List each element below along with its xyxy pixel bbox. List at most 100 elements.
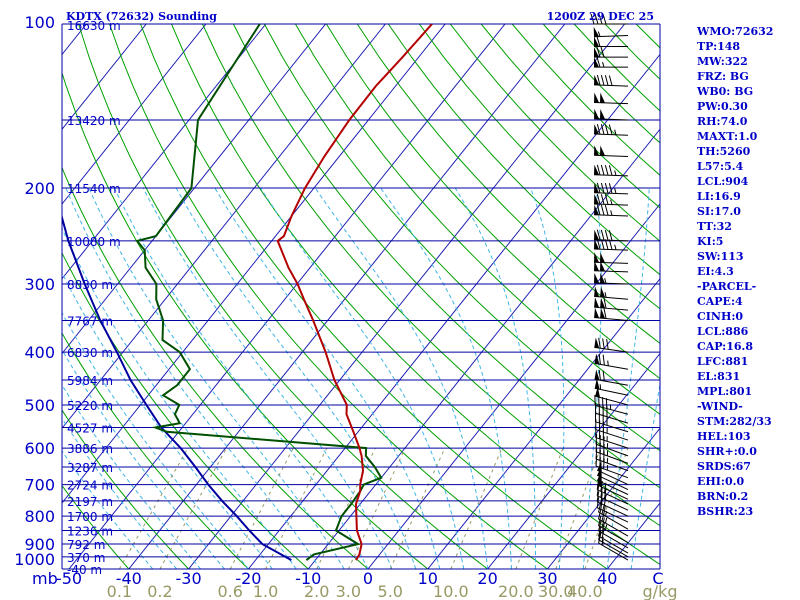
wind-barb-halfflag [604,292,607,298]
wind-barb-flag [596,46,601,58]
index-item: LCL:886 [697,325,749,338]
wind-barb-flag [603,488,607,500]
moist-adiabat-line [260,187,465,569]
index-item: HEL:103 [697,430,751,443]
wind-barb-staff [596,474,629,491]
mixing-ratio-line [450,447,503,569]
wind-barb-flag [600,124,605,135]
wind-barb [596,491,629,517]
wind-barb-flag [608,183,613,194]
moist-adiabat-line [62,450,154,569]
height-label: -40 m [67,563,102,577]
wind-barb-pennant [594,260,600,271]
wind-barb [594,36,628,48]
isotherm-line [248,53,660,569]
isotherm-line [427,277,660,569]
wind-barb-pennant [594,108,600,119]
wind-barb [594,164,629,177]
index-item: SHR+:0.0 [697,445,757,458]
wind-barb-flag [603,458,605,469]
wind-barb-flag [602,354,605,366]
wind-barb-flag [608,165,613,176]
index-item: KI:5 [697,235,724,248]
pressure-tick-label: 400 [24,343,55,362]
wind-barb-flag [602,13,607,25]
wind-barb-flag [598,515,602,526]
isotherm-line [62,24,267,280]
sounding-indices-list: WMO:72632 TP:148 MW:322 FRZ: BG WB0: BG PW:0.… [697,24,797,519]
temperature-tick-label: -50 [56,569,82,588]
temperature-trace [276,24,433,561]
wind-barb-pennant [600,297,606,309]
wind-barb-flag [596,479,600,490]
wind-barb-halfflag [614,129,617,135]
wind-barb [596,479,629,505]
wind-barb-pennant [594,74,600,86]
wind-barb-pennant [600,286,606,298]
mixing-ratio-line [347,447,406,569]
wind-barb-halfflag [614,170,617,176]
mixing-ratio-tick-label: 0.2 [147,582,172,600]
index-item: SRDS:67 [697,460,751,473]
wind-barb-halfflag [604,278,607,284]
wind-barb-flag [596,57,601,68]
pressure-tick-label: 300 [24,275,55,294]
height-label: 13420 m [67,114,121,128]
wind-barb [596,497,629,523]
wind-barb-flag [601,510,605,522]
wind-barb-flag [596,238,601,250]
mixing-ratio-tick-label: 0.6 [217,582,242,600]
height-label: 3287 m [67,461,113,475]
moist-adiabat-line [62,417,177,569]
wind-barb-flag [600,480,603,492]
wind-barb-staff [598,539,629,558]
height-label: 1236 m [67,525,113,539]
temperature-tick-label: 10 [418,569,438,588]
wind-barb-staff [594,261,629,264]
parcel-trace [62,214,292,561]
wind-barb-flag [596,124,601,135]
index-item: SI:17.0 [697,205,741,218]
mixing-ratio-line [316,447,376,569]
mixing-ratio-unit-label: g/kg [643,582,678,600]
wind-barb [594,92,629,105]
index-item: LFC:881 [697,355,749,368]
wind-barb-flag [602,370,605,382]
wind-barb-pennant [600,273,606,284]
wind-barb [595,386,629,406]
wind-barb-flag [596,491,600,502]
wind-barb-halfflag [604,510,608,517]
index-item: WB0: BG [697,85,754,98]
index-item: EI:4.3 [697,265,734,278]
wind-barb-flag [604,182,609,194]
wind-barb-staff [598,542,629,561]
chart-valid-time: 1200Z 29 DEC 25 [547,10,654,23]
wind-barb-pennant [594,272,600,284]
index-item: TP:148 [697,40,741,53]
height-label: 2724 m [67,479,113,493]
isotherm-line [62,24,207,205]
wind-barb-halfflag [604,517,608,524]
mixing-ratio-tick-label: 10.0 [433,582,469,600]
temperature-unit-label: C [652,569,663,588]
wind-barb-flag [604,205,609,216]
wind-barb-flag [606,338,609,350]
wind-barb [595,427,629,449]
wind-barb-pennant [600,92,606,103]
wind-barb-flag [600,487,603,498]
height-label: 1700 m [67,510,113,524]
wind-barb [590,13,628,25]
wind-barb-pennant [600,308,606,319]
wind-barb-flag [596,193,601,205]
index-item: CINH:0 [697,310,744,323]
mixing-ratio-tick-label: 0.1 [107,582,132,600]
wind-barb-halfflag [614,244,617,250]
wind-barb-pennant [600,260,606,272]
index-item: -PARCEL- [697,280,757,293]
isotherm-line [128,24,566,569]
wind-barb-flag [603,308,607,319]
wind-barb-pennant [594,57,599,68]
wind-barb-halfflag [604,524,608,530]
wind-barb-flag [601,503,605,515]
